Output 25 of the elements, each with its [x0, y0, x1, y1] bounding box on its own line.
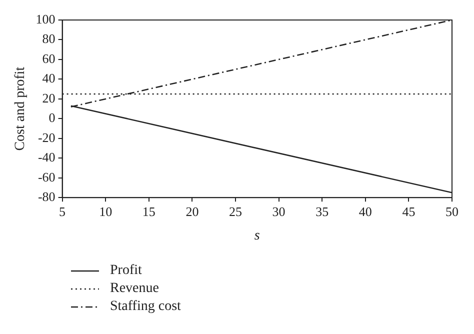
- x-axis-title: s: [254, 228, 260, 244]
- x-tick-label: 35: [316, 204, 329, 219]
- x-tick-label: 45: [402, 204, 416, 219]
- y-tick-label: -40: [38, 150, 56, 165]
- y-tick-label: 0: [48, 110, 56, 126]
- x-tick-label: 25: [229, 204, 242, 219]
- y-axis-title: Cost and profit: [13, 66, 28, 151]
- x-tick-label: 30: [272, 204, 286, 219]
- legend-label: Staffing cost: [110, 299, 181, 315]
- y-tick-label: 60: [42, 50, 56, 66]
- y-tick-label: 100: [36, 11, 56, 26]
- y-tick-label: -60: [38, 169, 56, 184]
- y-tick-label: -80: [38, 189, 56, 204]
- y-tick-label: 20: [42, 90, 56, 106]
- x-tick-label: 5: [59, 204, 66, 219]
- y-tick-label: -20: [38, 130, 56, 145]
- x-tick-label: 15: [142, 204, 156, 219]
- legend-label: Revenue: [110, 281, 159, 297]
- x-tick-label: 50: [446, 204, 458, 219]
- x-tick-label: 20: [186, 204, 199, 219]
- legend-label: Profit: [110, 263, 142, 279]
- y-tick-label: 80: [42, 31, 56, 46]
- x-tick-label: 40: [358, 204, 372, 219]
- y-tick-label: 40: [42, 70, 56, 86]
- x-tick-label: 10: [99, 204, 112, 219]
